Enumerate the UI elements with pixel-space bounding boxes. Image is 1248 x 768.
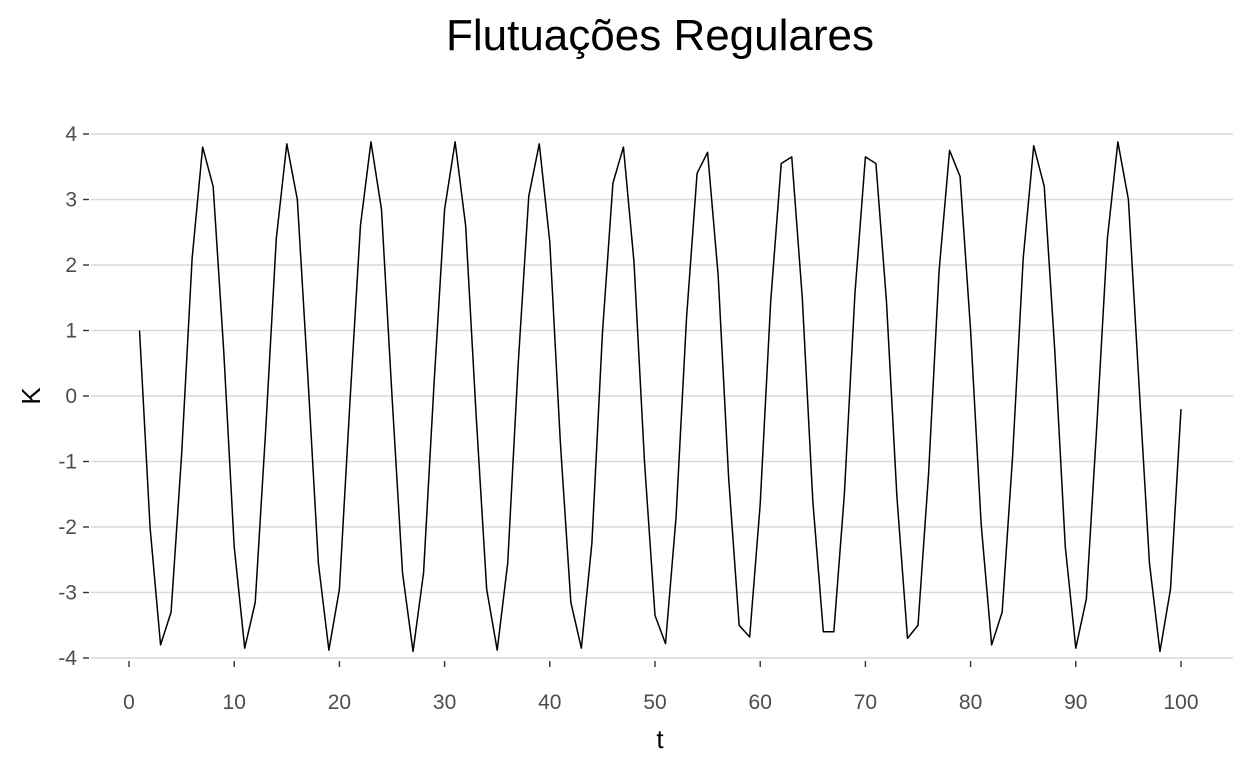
y-tick-label: -1 [58, 451, 77, 474]
x-tick-label: 30 [433, 691, 456, 714]
y-axis: 4 3 2 1 0 -1 -2 -3 -4 [58, 123, 89, 670]
y-tick-label: -2 [58, 516, 77, 539]
x-tick-label: 100 [1163, 691, 1198, 714]
x-axis-title: t [656, 724, 664, 754]
series-line [138, 141, 1182, 653]
x-axis: 0 10 20 30 40 50 60 70 80 90 100 [123, 661, 1199, 714]
series-layer [138, 141, 1182, 653]
gridlines [91, 133, 1233, 659]
x-tick-label: 40 [538, 691, 561, 714]
x-tick-label: 50 [643, 691, 666, 714]
y-axis-title: K [16, 387, 46, 405]
x-tick-label: 90 [1064, 691, 1087, 714]
x-tick-label: 80 [959, 691, 982, 714]
y-tick-label: 1 [65, 320, 77, 343]
y-tick-label: 0 [65, 385, 77, 408]
chart-title: Flutuações Regulares [446, 11, 874, 60]
x-tick-label: 70 [854, 691, 877, 714]
y-tick-label: -4 [58, 647, 77, 670]
x-tick-label: 20 [328, 691, 351, 714]
y-tick-label: 2 [65, 254, 77, 277]
y-tick-label: -3 [58, 582, 77, 605]
x-tick-label: 10 [223, 691, 246, 714]
x-tick-label: 0 [123, 691, 135, 714]
x-tick-label: 60 [749, 691, 772, 714]
y-tick-label: 3 [65, 189, 77, 212]
y-tick-label: 4 [65, 123, 77, 146]
